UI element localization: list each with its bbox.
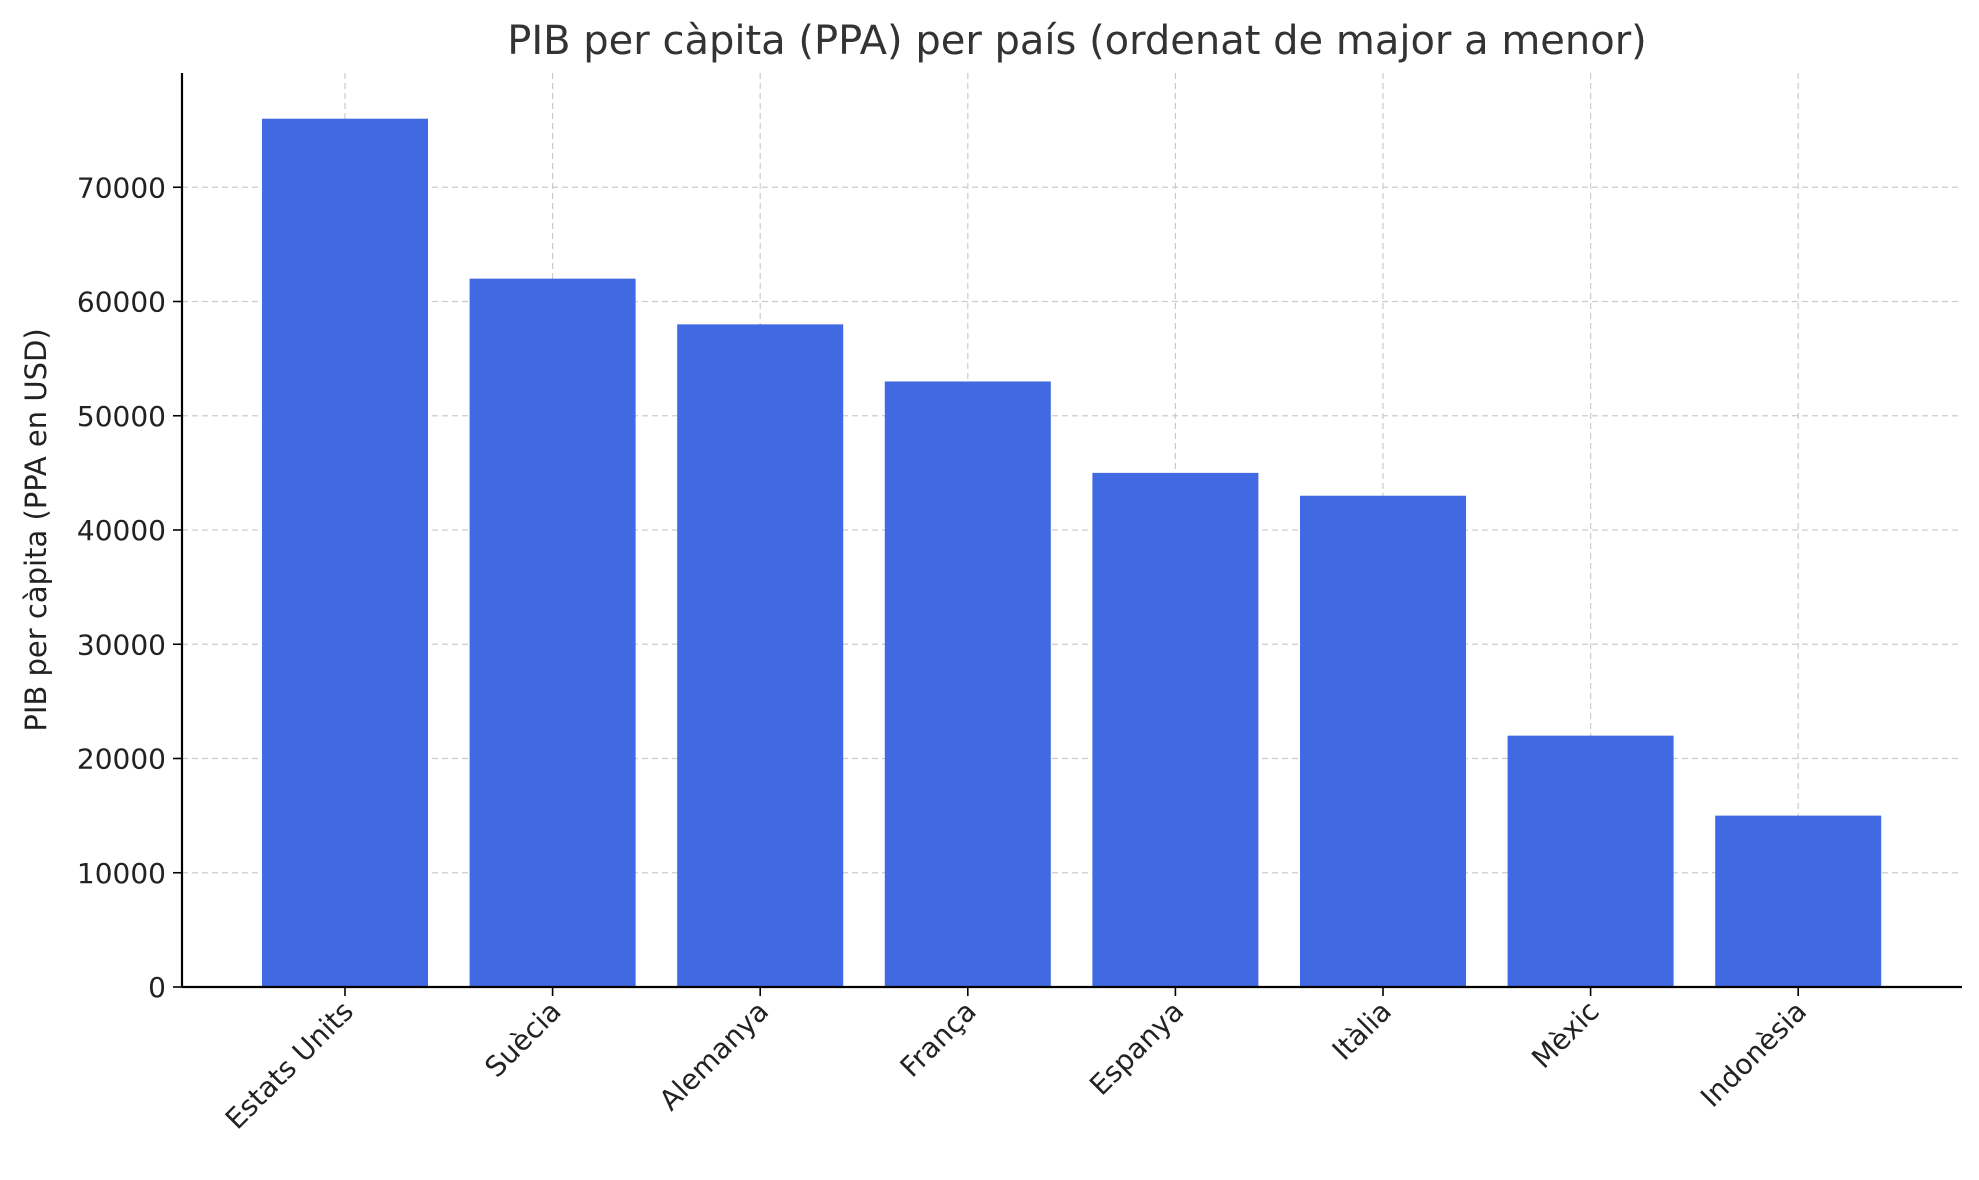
bar [1507, 735, 1674, 987]
x-tick-label: Alemanya [653, 995, 775, 1117]
grid-lines [182, 73, 1962, 987]
bar [884, 381, 1051, 988]
x-tick-label: Estats Units [219, 995, 360, 1136]
y-axis-label: PIB per càpita (PPA en USD) [19, 328, 53, 731]
y-tick-label: 0 [148, 971, 166, 1004]
x-tick-label: Espanya [1083, 995, 1190, 1102]
bar [262, 118, 428, 987]
x-tick-label: Mèxic [1525, 995, 1605, 1075]
x-tick-label: Itàlia [1326, 995, 1398, 1067]
y-tick-label: 50000 [77, 400, 166, 433]
x-tick-label: Indonèsia [1694, 995, 1813, 1114]
bar [677, 324, 844, 988]
y-tick-label: 70000 [77, 171, 166, 204]
x-tick-label: Suècia [478, 995, 567, 1084]
x-axis-ticks: Estats Units Suècia Alemanya França Espanya I… [219, 987, 1813, 1136]
y-tick-label: 20000 [77, 743, 166, 776]
bar [469, 278, 636, 987]
y-tick-label: 40000 [77, 514, 166, 547]
y-axis-ticks: 0 10000 20000 30000 40000 50000 60000 70000 [77, 171, 182, 1004]
y-tick-label: 10000 [77, 857, 166, 890]
y-tick-label: 60000 [77, 286, 166, 319]
bar [1715, 815, 1882, 987]
chart-title: PIB per càpita (PPA) per país (ordenat d… [507, 18, 1647, 64]
y-tick-label: 30000 [77, 628, 166, 661]
x-tick-label: França [894, 995, 983, 1084]
bar [1092, 472, 1259, 987]
bars [262, 118, 1882, 988]
bar [1300, 495, 1466, 987]
